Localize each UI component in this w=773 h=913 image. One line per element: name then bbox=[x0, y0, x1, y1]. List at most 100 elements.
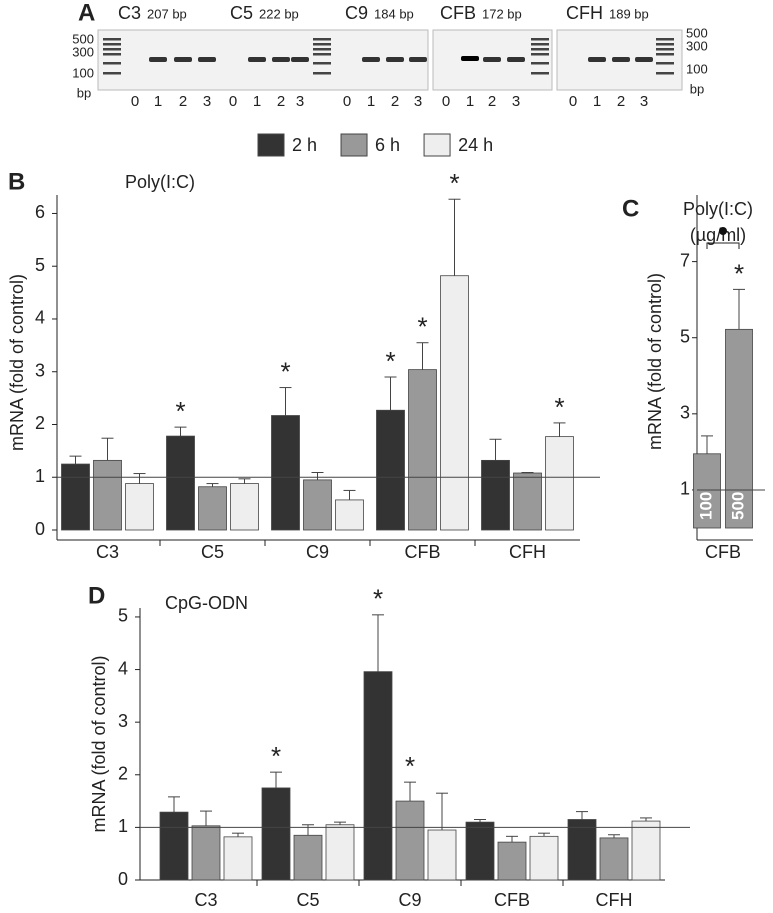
bar bbox=[191, 825, 221, 881]
bar bbox=[465, 821, 495, 881]
x-tick-label: CFB bbox=[705, 542, 741, 562]
bar bbox=[125, 483, 154, 531]
gel-band bbox=[272, 57, 290, 62]
gel-band bbox=[507, 57, 525, 62]
lane-label: 0 bbox=[569, 93, 577, 110]
lane-label: 0 bbox=[131, 93, 139, 110]
ladder-band bbox=[656, 72, 674, 75]
ladder-band bbox=[313, 53, 331, 56]
bar bbox=[93, 459, 122, 531]
panel-label: A bbox=[78, 0, 95, 26]
panel-label: B bbox=[8, 168, 25, 195]
legend-swatch bbox=[340, 133, 368, 157]
product-size: 222 bp bbox=[259, 6, 299, 21]
significance-marker: * bbox=[449, 168, 459, 198]
gel-band bbox=[198, 57, 216, 62]
product-size: 172 bp bbox=[482, 6, 522, 21]
lane-label: 3 bbox=[296, 93, 304, 110]
significance-marker: * bbox=[271, 741, 281, 771]
y-tick-label: 1 bbox=[680, 479, 690, 499]
lane-label: 2 bbox=[277, 93, 285, 110]
y-axis-label: mRNA (fold of control) bbox=[89, 655, 109, 832]
legend-label: 6 h bbox=[375, 135, 400, 155]
gene-name: C5 bbox=[230, 3, 253, 23]
ladder-unit: bp bbox=[77, 85, 91, 100]
significance-marker: * bbox=[385, 346, 395, 376]
bar bbox=[725, 328, 753, 529]
y-tick-label: 5 bbox=[118, 606, 128, 626]
panel-label: D bbox=[88, 582, 105, 609]
lane-label: 1 bbox=[593, 93, 601, 110]
product-size: 207 bp bbox=[147, 6, 187, 21]
y-tick-label: 2 bbox=[118, 764, 128, 784]
ladder-band bbox=[656, 43, 674, 46]
ladder-band bbox=[531, 62, 549, 65]
ladder-band bbox=[103, 62, 121, 65]
significance-marker: * bbox=[175, 396, 185, 426]
gel-band bbox=[149, 57, 167, 62]
gel-band bbox=[588, 57, 606, 62]
gel-band bbox=[248, 57, 266, 62]
lane-label: 3 bbox=[512, 93, 520, 110]
bar bbox=[427, 829, 457, 881]
ladder-band bbox=[656, 62, 674, 65]
panel-title: Poly(I:C) bbox=[683, 199, 753, 219]
lane-label: 2 bbox=[179, 93, 187, 110]
gene-name: CFB bbox=[440, 3, 476, 23]
lane-label: 1 bbox=[466, 93, 474, 110]
ladder-band bbox=[656, 48, 674, 51]
gel-band bbox=[461, 56, 479, 61]
lane-label: 3 bbox=[414, 93, 422, 110]
y-axis-label: mRNA (fold of control) bbox=[645, 273, 665, 450]
x-tick-label: C5 bbox=[296, 890, 319, 910]
bar bbox=[567, 819, 597, 881]
bar bbox=[159, 811, 189, 881]
gel-band bbox=[612, 57, 630, 62]
significance-marker: * bbox=[373, 584, 383, 614]
y-tick-label: 1 bbox=[118, 816, 128, 836]
ladder-band bbox=[313, 72, 331, 75]
bar bbox=[271, 415, 300, 531]
bar bbox=[529, 835, 559, 881]
bar bbox=[335, 499, 364, 531]
ladder-label: 100 bbox=[72, 65, 94, 80]
gene-name: C3 bbox=[118, 3, 141, 23]
bar-series-label: 100 bbox=[696, 492, 715, 520]
gel-band bbox=[174, 57, 192, 62]
bar bbox=[198, 486, 227, 531]
bar bbox=[261, 787, 291, 881]
gel-band bbox=[291, 57, 309, 62]
panel-label: C bbox=[622, 195, 639, 222]
x-tick-label: CFH bbox=[509, 542, 546, 562]
legend-swatch bbox=[423, 133, 451, 157]
bar bbox=[293, 834, 323, 881]
x-tick-label: C5 bbox=[201, 542, 224, 562]
bar bbox=[61, 463, 90, 531]
ladder-band bbox=[531, 53, 549, 56]
bar bbox=[481, 459, 510, 531]
bar bbox=[693, 453, 721, 529]
bar bbox=[363, 671, 393, 881]
bar bbox=[395, 800, 425, 881]
ladder-label: 500 bbox=[72, 31, 94, 46]
ladder-band bbox=[103, 38, 121, 41]
panel-subtitle: (µg/ml) bbox=[690, 225, 746, 245]
y-tick-label: 0 bbox=[118, 869, 128, 889]
y-tick-label: 7 bbox=[680, 250, 690, 270]
y-tick-label: 0 bbox=[35, 519, 45, 539]
legend-swatch bbox=[257, 133, 285, 157]
x-tick-label: C3 bbox=[194, 890, 217, 910]
gene-name: CFH bbox=[566, 3, 603, 23]
bar bbox=[513, 472, 542, 531]
lane-label: 3 bbox=[203, 93, 211, 110]
ladder-band bbox=[656, 53, 674, 56]
ladder-band bbox=[531, 43, 549, 46]
y-tick-label: 5 bbox=[35, 255, 45, 275]
gene-name: C9 bbox=[345, 3, 368, 23]
comparison-dot bbox=[719, 227, 727, 235]
y-axis-label: mRNA (fold of control) bbox=[7, 274, 27, 451]
bar bbox=[166, 435, 195, 531]
gel-band bbox=[362, 57, 380, 62]
ladder-unit: bp bbox=[690, 81, 704, 96]
lane-label: 2 bbox=[391, 93, 399, 110]
